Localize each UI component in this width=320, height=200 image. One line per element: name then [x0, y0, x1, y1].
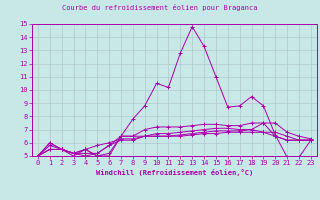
X-axis label: Windchill (Refroidissement éolien,°C): Windchill (Refroidissement éolien,°C)	[96, 169, 253, 176]
Text: Courbe du refroidissement éolien pour Braganca: Courbe du refroidissement éolien pour Br…	[62, 4, 258, 11]
